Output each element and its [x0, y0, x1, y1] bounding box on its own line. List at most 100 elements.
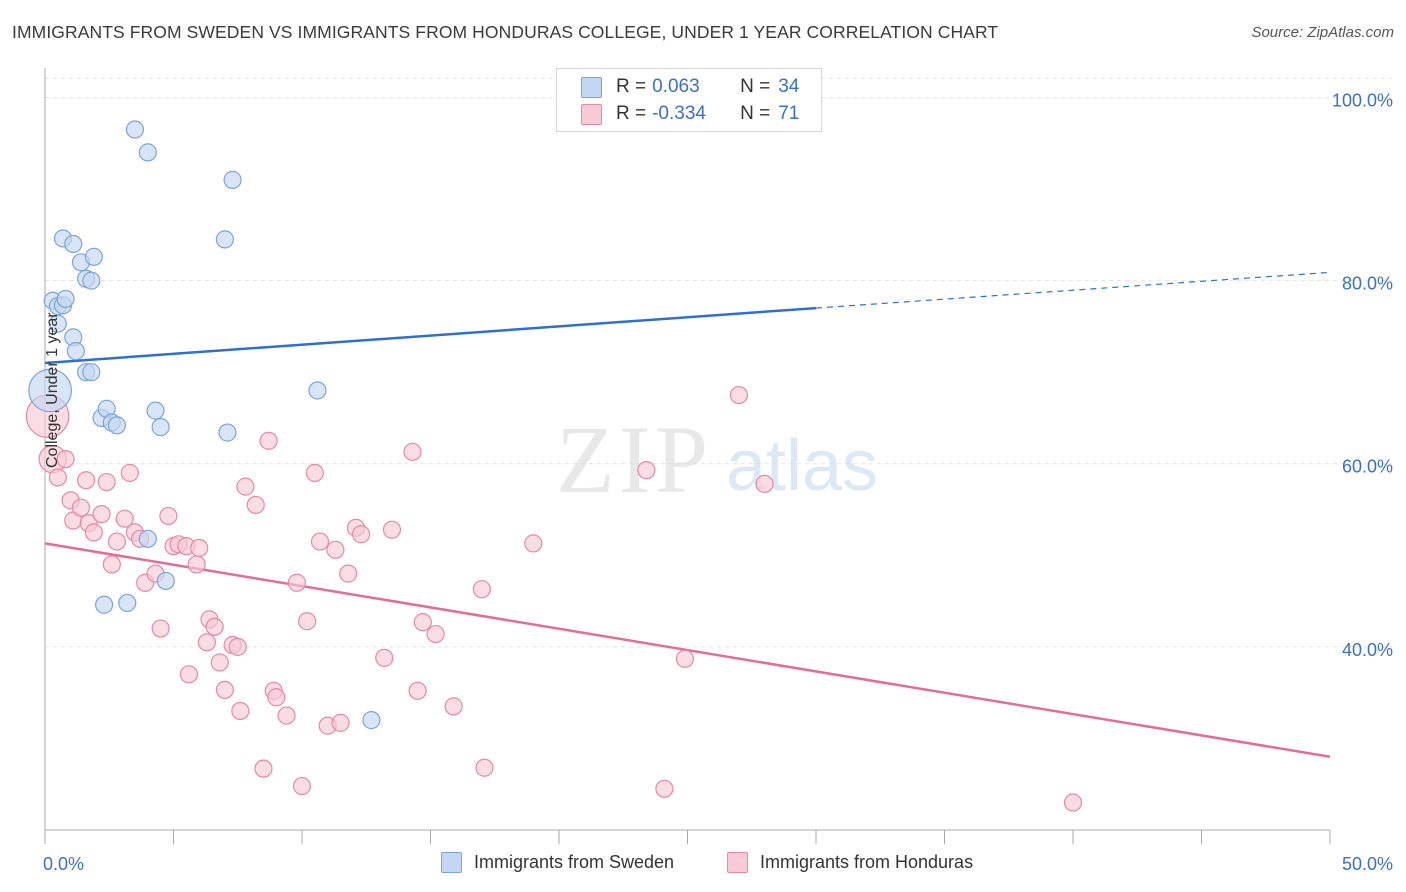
honduras-point	[92, 504, 111, 524]
sweden-n-label: N =	[740, 76, 771, 97]
y-tick-label: 80.0%	[1342, 274, 1393, 294]
sweden-point	[118, 593, 137, 613]
sweden-point	[215, 230, 234, 249]
sweden-point	[125, 120, 145, 139]
honduras-point	[426, 624, 445, 644]
honduras-legend-label: Immigrants from Honduras	[760, 852, 974, 872]
sweden-point	[362, 711, 381, 730]
watermark: ZIP atlas	[556, 406, 878, 513]
honduras-point	[413, 613, 432, 632]
honduras-point	[292, 776, 312, 796]
honduras-point	[246, 495, 265, 515]
honduras-point	[48, 468, 67, 487]
honduras-point	[326, 540, 345, 559]
honduras-point	[187, 555, 206, 574]
source-label: Source: ZipAtlas.com	[1251, 24, 1394, 41]
honduras-r-value: -0.334	[652, 103, 706, 124]
honduras-point	[729, 385, 749, 405]
sweden-point	[107, 416, 127, 435]
honduras-point	[71, 498, 91, 517]
honduras-point	[197, 633, 217, 652]
honduras-point	[179, 665, 199, 684]
tick-labels: 40.0% 60.0% 80.0% 100.0% 0.0% 50.0%	[43, 90, 1393, 874]
honduras-point	[408, 681, 427, 700]
honduras-point	[97, 472, 116, 492]
honduras-point	[305, 463, 324, 482]
honduras-points	[25, 385, 1083, 812]
honduras-point	[115, 509, 134, 528]
honduras-point	[352, 525, 371, 544]
y-tick-label: 100.0%	[1332, 90, 1393, 110]
honduras-point	[215, 680, 234, 700]
honduras-point	[755, 474, 774, 493]
sweden-point	[156, 571, 175, 591]
sweden-point	[48, 314, 67, 333]
x-tick-label-max: 50.0%	[1342, 854, 1393, 874]
honduras-point	[120, 463, 139, 482]
honduras-point	[205, 617, 224, 636]
sweden-point	[138, 529, 157, 548]
sweden-point	[28, 368, 72, 413]
honduras-swatch	[581, 103, 602, 125]
honduras-point	[524, 534, 543, 553]
y-axis-label-wrap: College, Under 1 year	[16, 0, 61, 892]
y-tick-label: 40.0%	[1342, 640, 1393, 660]
sweden-point	[308, 381, 327, 400]
sweden-point	[218, 423, 237, 442]
sweden-point	[146, 401, 165, 420]
sweden-point	[82, 363, 101, 382]
legend-row-honduras: R = -0.334 N = 71	[581, 102, 799, 126]
honduras-point	[287, 573, 306, 592]
sweden-point	[84, 247, 103, 266]
sweden-swatch	[581, 76, 602, 98]
legend-item-sweden[interactable]: Immigrants from Sweden	[441, 852, 674, 873]
sweden-point	[64, 234, 83, 254]
honduras-point	[1063, 793, 1083, 812]
sweden-point	[56, 289, 75, 309]
legend-item-honduras[interactable]: Immigrants from Honduras	[727, 852, 973, 873]
honduras-point	[56, 450, 75, 469]
honduras-point	[310, 532, 330, 551]
sweden-n-value: 34	[778, 76, 800, 97]
sweden-r-label: R =	[616, 76, 647, 97]
honduras-point	[190, 538, 209, 558]
honduras-point	[259, 431, 278, 450]
y-tick-label: 60.0%	[1342, 457, 1393, 477]
honduras-point	[254, 759, 273, 778]
honduras-r-label: R =	[616, 103, 647, 124]
honduras-point	[339, 564, 358, 583]
honduras-point	[472, 580, 491, 599]
honduras-point	[403, 442, 422, 461]
sweden-point	[223, 170, 242, 189]
sweden-point	[82, 271, 101, 290]
sweden-point	[66, 342, 85, 361]
honduras-point	[331, 713, 350, 732]
honduras-n-label: N =	[740, 103, 771, 124]
watermark-atlas: atlas	[726, 426, 878, 506]
honduras-point	[210, 653, 229, 672]
honduras-point	[102, 555, 121, 574]
honduras-point	[228, 637, 247, 656]
sweden-legend-swatch	[441, 852, 462, 873]
sweden-point	[151, 418, 170, 437]
honduras-legend-swatch	[727, 852, 748, 873]
honduras-point	[236, 477, 255, 496]
sweden-point	[95, 595, 114, 614]
honduras-point	[267, 688, 286, 707]
sweden-trend-line	[44, 306, 817, 365]
sweden-trend-extension	[815, 271, 1331, 309]
honduras-point	[84, 523, 103, 542]
honduras-point	[77, 471, 96, 490]
trend-lines	[44, 271, 1331, 758]
honduras-point	[382, 520, 402, 539]
honduras-point	[159, 506, 178, 526]
sweden-legend-label: Immigrants from Sweden	[474, 852, 675, 872]
honduras-point	[277, 706, 296, 725]
honduras-point	[375, 648, 394, 667]
watermark-zip: ZIP	[556, 406, 712, 513]
honduras-point	[675, 649, 695, 668]
honduras-n-value: 71	[778, 103, 800, 124]
gridlines	[45, 77, 1392, 648]
legend-row-sweden: R = 0.063 N = 34	[581, 75, 799, 99]
